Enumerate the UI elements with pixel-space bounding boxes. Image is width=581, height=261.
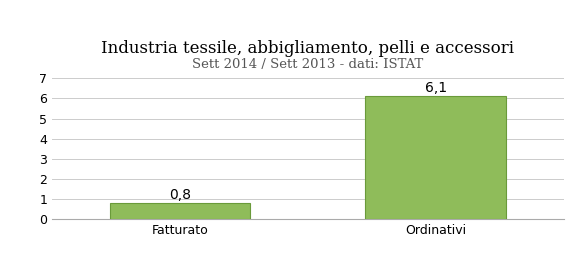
Text: 6,1: 6,1 — [425, 81, 447, 95]
Title: Industria tessile, abbigliamento, pelli e accessori: Industria tessile, abbigliamento, pelli … — [102, 40, 514, 57]
Bar — [110, 203, 250, 219]
Text: Sett 2014 / Sett 2013 - dati: ISTAT: Sett 2014 / Sett 2013 - dati: ISTAT — [192, 57, 424, 70]
Text: 0,8: 0,8 — [169, 187, 191, 201]
Bar — [365, 96, 506, 219]
